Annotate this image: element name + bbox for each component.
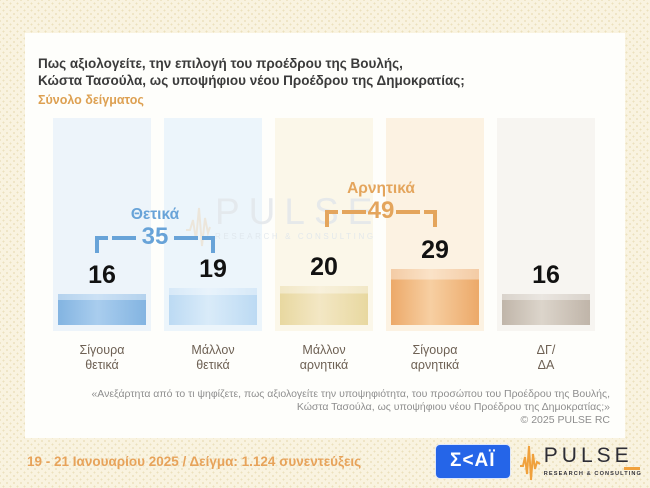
footnote-line-2: Κώστα Τασούλα, ως υποψήφιου νέου Προέδρο… xyxy=(296,401,610,413)
bar-mallon-arnitika xyxy=(280,286,368,325)
fieldwork-date-sample: 19 - 21 Ιανουαρίου 2025 / Δείγμα: 1.124 … xyxy=(27,453,362,469)
bar-value: 29 xyxy=(421,236,449,264)
bar-mallon-thetika xyxy=(169,288,257,325)
page-title: Πως αξιολογείτε, την επιλογή του προέδρο… xyxy=(38,55,612,89)
category-label: ΔΓ/ ΔΑ xyxy=(536,343,556,372)
watermark-subtext: RESEARCH & CONSULTING xyxy=(215,232,376,241)
group-label-thetika: Θετικά xyxy=(130,206,180,223)
chart-column-mallon-arnitika: 20 Μάλλον αρνητικά xyxy=(275,118,373,372)
category-label: Σίγουρα θετικά xyxy=(79,343,125,372)
category-label: Μάλλον αρνητικά xyxy=(299,343,349,372)
bracket-corner-left xyxy=(325,210,338,227)
bar-value: 16 xyxy=(532,261,560,289)
group-bracket-arnitika: Αρνητικά 49 xyxy=(325,180,437,228)
bar-value: 16 xyxy=(88,261,116,289)
bracket-corner-right xyxy=(424,210,437,227)
category-label: Σίγουρα αρνητικά xyxy=(410,343,460,372)
pulse-waveform-icon xyxy=(519,445,541,481)
group-value-thetika: 35 xyxy=(141,223,169,250)
chart-column-dg-da: 16 ΔΓ/ ΔΑ xyxy=(497,118,595,372)
skai-logo: Σ<ΑΪ xyxy=(435,444,510,478)
sample-subtitle: Σύνολο δείγματος xyxy=(38,93,144,107)
title-line-1: Πως αξιολογείτε, την επιλογή του προέδρο… xyxy=(38,56,403,71)
footer-bar: 19 - 21 Ιανουαρίου 2025 / Δείγμα: 1.124 … xyxy=(0,438,650,488)
bar-sigoura-thetika xyxy=(58,294,146,325)
chart-card: Πως αξιολογείτε, την επιλογή του προέδρο… xyxy=(25,33,625,438)
source-footnote: «Ανεξάρτητα από το τι ψηφίζετε, πως αξιο… xyxy=(38,388,612,427)
group-value-arnitika: 49 xyxy=(367,197,395,224)
pulse-logo-text: PULSE xyxy=(543,444,633,468)
chart-column-mallon-thetika: 19 Μάλλον θετικά xyxy=(164,118,262,372)
chart-column-sigoura-thetika: 16 Σίγουρα θετικά xyxy=(53,118,151,372)
title-line-2: Κώστα Τασούλα, ως υποψήφιου νέου Προέδρο… xyxy=(38,73,465,88)
bar-sigoura-arnitika xyxy=(391,269,479,325)
bar-value: 20 xyxy=(310,253,338,281)
group-label-arnitika: Αρνητικά xyxy=(347,180,415,197)
bar-value: 19 xyxy=(199,255,227,283)
bar-chart: 16 Σίγουρα θετικά 19 Μάλλον θετικά 20 Μά… xyxy=(53,118,595,380)
footnote-line-1: «Ανεξάρτητα από το τι ψηφίζετε, πως αξιο… xyxy=(91,388,610,400)
bracket-dash xyxy=(396,210,420,214)
pulse-waveform-icon xyxy=(186,207,211,247)
bracket-dash xyxy=(174,236,198,240)
copyright: © 2025 PULSE RC xyxy=(520,414,610,426)
skai-logo-text: Σ<ΑΪ xyxy=(450,450,496,471)
category-label: Μάλλον θετικά xyxy=(191,343,235,372)
pulse-logo: PULSE RESEARCH & CONSULTING xyxy=(519,441,642,481)
pulse-logo-orange-mark xyxy=(624,467,640,470)
bracket-dash xyxy=(112,236,136,240)
pulse-logo-tagline: RESEARCH & CONSULTING xyxy=(543,470,642,477)
bar-dg-da xyxy=(502,294,590,325)
bracket-dash xyxy=(342,210,366,214)
group-bracket-thetika: Θετικά 35 xyxy=(95,206,215,254)
bracket-corner-right xyxy=(202,236,215,253)
bracket-corner-left xyxy=(95,236,108,253)
